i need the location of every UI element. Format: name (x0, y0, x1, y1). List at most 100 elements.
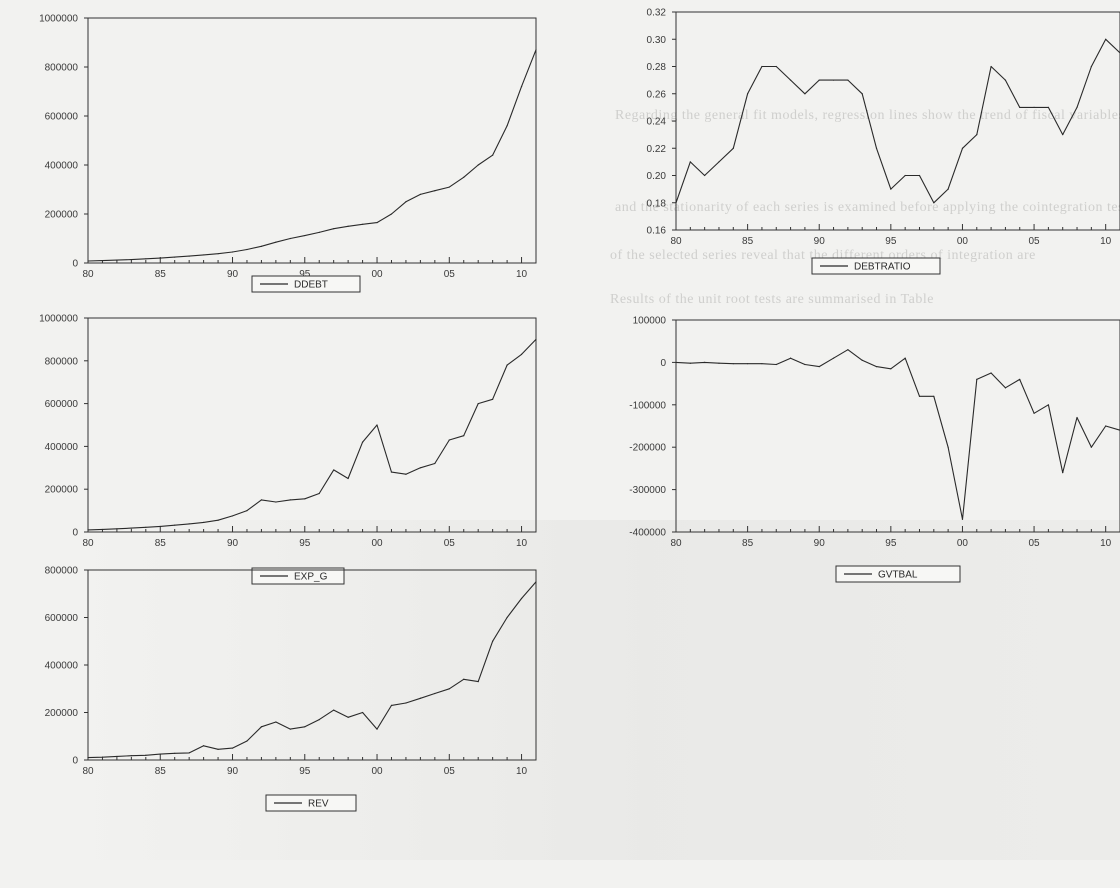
legend-box (251, 567, 345, 585)
data-point (318, 492, 320, 495)
x-tick-label: 90 (227, 269, 239, 280)
data-point (789, 79, 792, 81)
data-point (116, 755, 118, 758)
data-point (506, 616, 508, 619)
data-point (732, 147, 734, 149)
chart-rev: 0 200000 400000 600000 800000 80 85 90 95 00 05 10 R… (45, 566, 537, 812)
plot-frame (87, 569, 537, 761)
data-point (1090, 65, 1092, 68)
data-point (990, 372, 992, 374)
data-point (275, 501, 277, 503)
data-point (217, 519, 219, 521)
data-point (775, 363, 777, 366)
data-point (947, 188, 949, 190)
chart-exp-g: 0 200000 400000 600000 800000 1000000 80 85 90 95… (39, 314, 537, 585)
data-point (492, 154, 494, 156)
background-text-line: and the stationarity of each series is e… (615, 200, 1120, 215)
x-tick-label: 10 (516, 538, 528, 549)
x-tick-label: 90 (814, 236, 826, 247)
data-point (1105, 425, 1107, 427)
y-tick-label: 0 (72, 756, 78, 767)
data-point (1047, 404, 1049, 406)
x-tick-label: 00 (957, 236, 969, 247)
data-point (101, 259, 104, 262)
data-point (804, 363, 806, 366)
data-point (804, 93, 806, 95)
data-point (789, 357, 792, 359)
x-tick-label: 10 (1100, 538, 1112, 549)
y-tick-label: 0.24 (647, 117, 667, 128)
data-point (520, 353, 523, 355)
data-point (477, 164, 479, 166)
chart-debtratio: 0.16 0.18 0.20 0.22 0.24 0.26 0.28 0.30 0.32 80 85… (647, 8, 1120, 275)
data-point (933, 395, 935, 397)
x-tick-label: 05 (444, 538, 456, 549)
y-tick-label: 0 (72, 259, 78, 270)
data-point (535, 338, 537, 340)
y-tick-label: 0 (660, 358, 666, 369)
y-tick-label: 0.16 (647, 226, 667, 237)
data-point (875, 147, 878, 149)
x-tick-label: 90 (227, 766, 239, 777)
legend-box (265, 794, 357, 812)
chart-ddebt: 0 200000 400000 600000 800000 1000000 80 85 90 95… (39, 14, 537, 293)
x-tick-label: 00 (371, 766, 383, 777)
y-tick-label: -400000 (629, 528, 666, 539)
data-point (246, 740, 248, 742)
data-point (1004, 79, 1007, 81)
y-tick-label: 0.28 (647, 62, 667, 73)
series-line-ddebt (87, 49, 537, 262)
data-point (130, 755, 132, 757)
legend-label: GVTBAL (878, 570, 918, 581)
x-tick-label: 80 (82, 269, 94, 280)
data-point (116, 259, 118, 261)
data-point (1047, 106, 1049, 108)
y-tick-label: 800000 (45, 566, 79, 577)
data-point (1062, 472, 1064, 474)
data-point (174, 752, 176, 754)
y-tick-label: 100000 (633, 316, 667, 327)
x-tick-label: 95 (885, 538, 897, 549)
data-point (718, 161, 720, 163)
data-point (520, 86, 523, 88)
legend-label: DEBTRATIO (854, 262, 911, 273)
data-point (405, 702, 407, 704)
y-tick-label: -100000 (629, 400, 666, 411)
data-point (217, 748, 219, 750)
x-tick-label: 00 (957, 538, 969, 549)
x-tick-label: 85 (742, 538, 754, 549)
x-tick-label: 00 (371, 269, 383, 280)
data-point (304, 234, 306, 237)
data-point (535, 49, 537, 51)
x-tick-label: 10 (516, 766, 528, 777)
data-point (188, 752, 190, 754)
y-tick-label: 0.26 (647, 89, 667, 100)
data-point (506, 125, 508, 127)
x-tick-label: 90 (227, 538, 239, 549)
data-point (361, 223, 364, 225)
data-point (275, 241, 277, 243)
data-point (961, 147, 964, 149)
data-point (861, 359, 863, 361)
y-tick-label: 800000 (45, 356, 79, 367)
data-point (1019, 378, 1021, 380)
series-line-exp_g (87, 339, 537, 531)
x-tick-label: 95 (299, 766, 311, 777)
data-point (818, 79, 820, 81)
data-point (159, 753, 161, 755)
data-point (890, 368, 892, 370)
data-point (1004, 387, 1007, 389)
legend-box (811, 257, 941, 275)
chart-gvtbal: -400000 -300000 -200000 -100000 0 100000 80 85 9… (629, 316, 1120, 583)
data-point (492, 398, 494, 400)
y-tick-label: 200000 (45, 210, 79, 221)
data-point (1076, 106, 1078, 108)
data-point (718, 362, 720, 364)
data-point (318, 231, 320, 233)
data-point (890, 188, 892, 190)
x-tick-label: 95 (885, 236, 897, 247)
data-point (390, 213, 393, 215)
data-point (434, 462, 436, 465)
legend-box (251, 275, 361, 293)
data-point (492, 640, 494, 642)
